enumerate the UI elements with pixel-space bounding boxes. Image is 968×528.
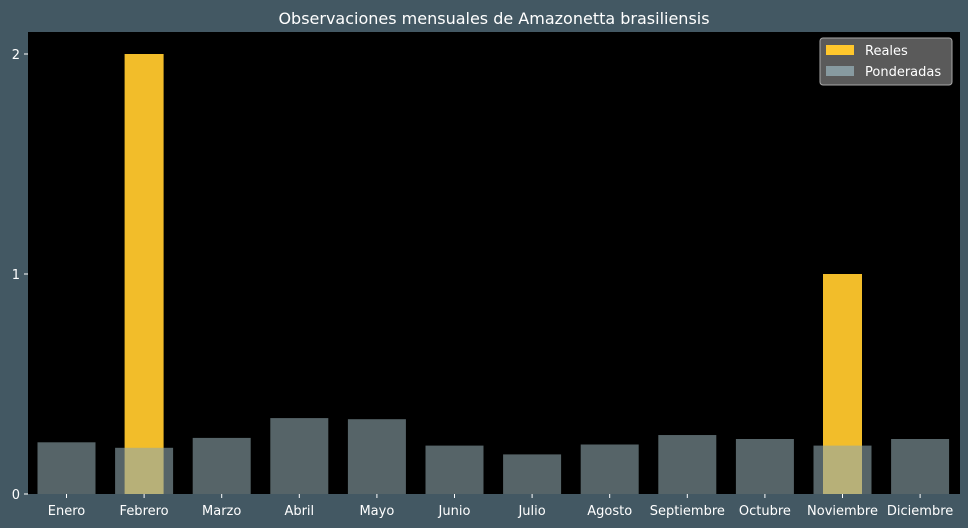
bar-ponderadas-abril xyxy=(270,418,329,494)
legend-swatch-ponderadas xyxy=(826,66,854,76)
y-tick-label: 2 xyxy=(12,48,20,63)
x-tick-label: Junio xyxy=(438,504,471,519)
bar-ponderadas-mayo xyxy=(347,419,406,494)
x-tick-label: Agosto xyxy=(587,504,632,519)
x-tick-label: Enero xyxy=(48,504,86,519)
x-tick-label: Febrero xyxy=(120,504,169,519)
bar-ponderadas-febrero xyxy=(115,447,174,494)
y-tick-label: 0 xyxy=(12,488,20,503)
bar-ponderadas-marzo xyxy=(192,437,251,494)
chart-title: Observaciones mensuales de Amazonetta br… xyxy=(278,9,709,28)
bar-ponderadas-junio xyxy=(425,445,484,494)
y-tick-label: 1 xyxy=(12,268,20,283)
x-tick-label: Septiembre xyxy=(650,504,725,519)
bar-ponderadas-diciembre xyxy=(891,439,950,494)
x-tick-label: Mayo xyxy=(359,504,394,519)
x-tick-label: Marzo xyxy=(202,504,241,519)
bars-ponderadas xyxy=(37,418,950,494)
x-tick-label: Diciembre xyxy=(887,504,953,519)
x-tick-label: Noviembre xyxy=(807,504,878,519)
bar-ponderadas-octubre xyxy=(735,439,794,494)
y-axis: 0 1 2 xyxy=(12,48,28,503)
bar-ponderadas-julio xyxy=(503,454,562,494)
bar-ponderadas-septiembre xyxy=(658,435,717,494)
plot-area xyxy=(28,32,960,494)
bar-reales-febrero xyxy=(124,54,164,494)
x-tick-label: Julio xyxy=(517,504,545,519)
bar-ponderadas-enero xyxy=(37,442,96,494)
legend: Reales Ponderadas xyxy=(819,37,953,86)
bars-reales xyxy=(124,54,862,494)
x-axis: Enero Febrero Marzo Abril Mayo Junio Julio Agos… xyxy=(48,494,953,519)
x-tick-label: Octubre xyxy=(739,504,791,519)
legend-label-reales: Reales xyxy=(865,44,908,59)
x-tick-label: Abril xyxy=(284,504,314,519)
bar-ponderadas-agosto xyxy=(580,444,639,494)
legend-swatch-reales xyxy=(826,45,854,55)
bar-ponderadas-noviembre xyxy=(813,445,872,494)
legend-label-ponderadas: Ponderadas xyxy=(865,65,941,80)
